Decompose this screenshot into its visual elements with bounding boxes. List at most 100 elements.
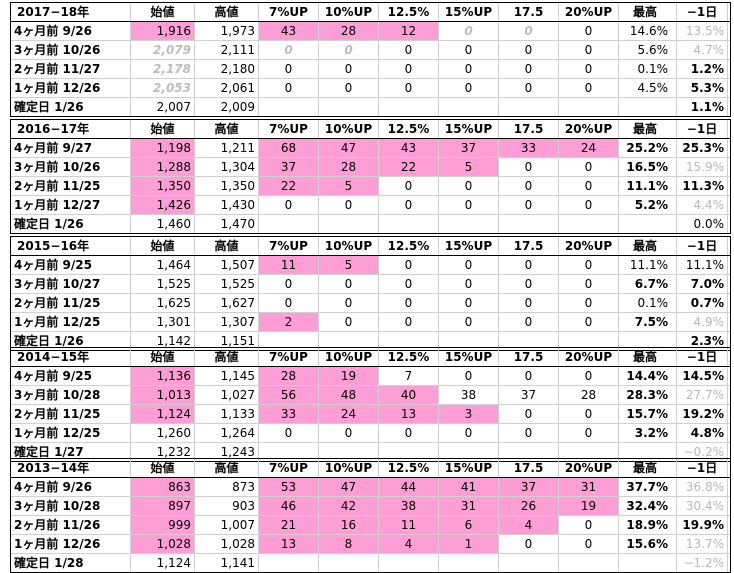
pct-count: 5 <box>439 158 499 176</box>
header-minus1: −1日 <box>677 120 728 138</box>
pct-count: 4 <box>379 535 439 553</box>
table-row: 3ヶ月前 10/2889790346423831261932.4%30.4%31… <box>11 497 730 516</box>
pct-count: 48 <box>319 386 379 404</box>
pct-count: 37 <box>259 158 319 176</box>
start-price: 1,916 <box>131 22 195 40</box>
pct-count: 2 <box>259 313 319 331</box>
high-price: 1,304 <box>195 158 259 176</box>
pct-count: 0 <box>499 196 559 214</box>
pct-count: 13 <box>379 405 439 423</box>
pct-count <box>499 443 559 461</box>
pct-count: 19 <box>559 497 619 515</box>
plus1-day: 28.3% <box>728 386 730 404</box>
start-price: 1,232 <box>131 443 195 461</box>
high-price: 1,470 <box>195 215 259 233</box>
max-gain: 5.6% <box>619 41 677 59</box>
pct-count: 0 <box>319 60 379 78</box>
pct-count: 0 <box>499 535 559 553</box>
start-price: 2,053 <box>131 79 195 97</box>
pct-count: 0 <box>559 22 619 40</box>
plus1-day: 9.3% <box>728 313 730 331</box>
minus1-day: 13.7% <box>677 535 728 553</box>
pct-count: 0 <box>319 79 379 97</box>
max-gain: 11.1% <box>619 177 677 195</box>
header-pct: 7%UP <box>259 120 319 138</box>
start-price: 1,028 <box>131 535 195 553</box>
high-price: 1,307 <box>195 313 259 331</box>
high-price: 1,007 <box>195 516 259 534</box>
pct-count <box>439 98 499 116</box>
pct-count: 68 <box>259 139 319 157</box>
header-minus1: −1日 <box>677 348 728 366</box>
pct-count <box>439 554 499 572</box>
header-pct: 20%UP <box>559 120 619 138</box>
header-row: 2013−14年 始値 高値 7%UP 10%UP 12.5% 15%UP 17.5 20%UP… <box>11 459 730 478</box>
high-price: 2,009 <box>195 98 259 116</box>
pct-count <box>559 443 619 461</box>
pct-count: 0 <box>259 294 319 312</box>
high-price: 1,973 <box>195 22 259 40</box>
start-price: 897 <box>131 497 195 515</box>
minus1-day: 2.3% <box>677 332 728 350</box>
table-row: 4ヶ月前 9/251,1361,1452819700014.4%14.5%14.… <box>11 367 730 386</box>
high-price: 1,350 <box>195 177 259 195</box>
plus1-day: 36.0% <box>728 478 730 496</box>
pct-count: 0 <box>499 313 559 331</box>
plus1-day: −0.9% <box>728 554 730 572</box>
pct-count: 4 <box>499 516 559 534</box>
pct-count: 0 <box>439 177 499 195</box>
pct-count: 0 <box>259 60 319 78</box>
start-price: 1,460 <box>131 215 195 233</box>
start-price: 1,288 <box>131 158 195 176</box>
row-label: 1ヶ月前 12/26 <box>11 535 131 553</box>
header-plus1: +1日 <box>728 459 730 477</box>
pct-count: 0 <box>559 516 619 534</box>
pct-count <box>259 332 319 350</box>
minus1-day: 36.8% <box>677 478 728 496</box>
plus1-day: 5.5% <box>728 41 730 59</box>
start-price: 999 <box>131 516 195 534</box>
row-label: 確定日 1/26 <box>11 332 131 350</box>
header-pct: 10%UP <box>319 348 379 366</box>
table-row: 1ヶ月前 12/261,0281,028138410015.6%13.7%15.… <box>11 535 730 554</box>
pct-count: 0 <box>559 535 619 553</box>
pct-count: 0 <box>499 79 559 97</box>
pct-count: 0 <box>439 79 499 97</box>
pct-count: 0 <box>319 424 379 442</box>
header-pct: 17.5 <box>499 3 559 21</box>
pct-count <box>379 332 439 350</box>
minus1-day: 5.3% <box>677 79 728 97</box>
pct-count: 0 <box>559 79 619 97</box>
pct-count: 0 <box>379 41 439 59</box>
minus1-day: 1.2% <box>677 60 728 78</box>
max-gain <box>619 332 677 350</box>
pct-count: 0 <box>499 22 559 40</box>
pct-count: 0 <box>439 60 499 78</box>
pct-count: 22 <box>379 158 439 176</box>
year-block: 2016−17年 始値 高値 7%UP 10%UP 12.5% 15%UP 17.5 20%UP… <box>10 119 731 234</box>
pct-count: 0 <box>439 424 499 442</box>
pct-count: 28 <box>259 367 319 385</box>
table-row: 4ヶ月前 9/2686387353474441373137.7%36.8%36.… <box>11 478 730 497</box>
pct-count: 47 <box>319 139 379 157</box>
row-label: 4ヶ月前 9/26 <box>11 478 131 496</box>
start-price: 2,007 <box>131 98 195 116</box>
high-price: 2,180 <box>195 60 259 78</box>
minus1-day: 4.7% <box>677 41 728 59</box>
row-label: 3ヶ月前 10/27 <box>11 275 131 293</box>
year-block: 2013−14年 始値 高値 7%UP 10%UP 12.5% 15%UP 17.5 20%UP… <box>10 458 731 573</box>
pct-count: 0 <box>559 60 619 78</box>
header-pct: 10%UP <box>319 3 379 21</box>
start-price: 1,260 <box>131 424 195 442</box>
pct-count: 33 <box>259 405 319 423</box>
year-block: 2017−18年 始値 高値 7%UP 10%UP 12.5% 15%UP 17.5 20%UP… <box>10 2 731 117</box>
header-minus1: −1日 <box>677 3 728 21</box>
start-price: 1,124 <box>131 405 195 423</box>
pct-count: 0 <box>259 41 319 59</box>
header-start: 始値 <box>131 348 195 366</box>
minus1-day: 19.9% <box>677 516 728 534</box>
